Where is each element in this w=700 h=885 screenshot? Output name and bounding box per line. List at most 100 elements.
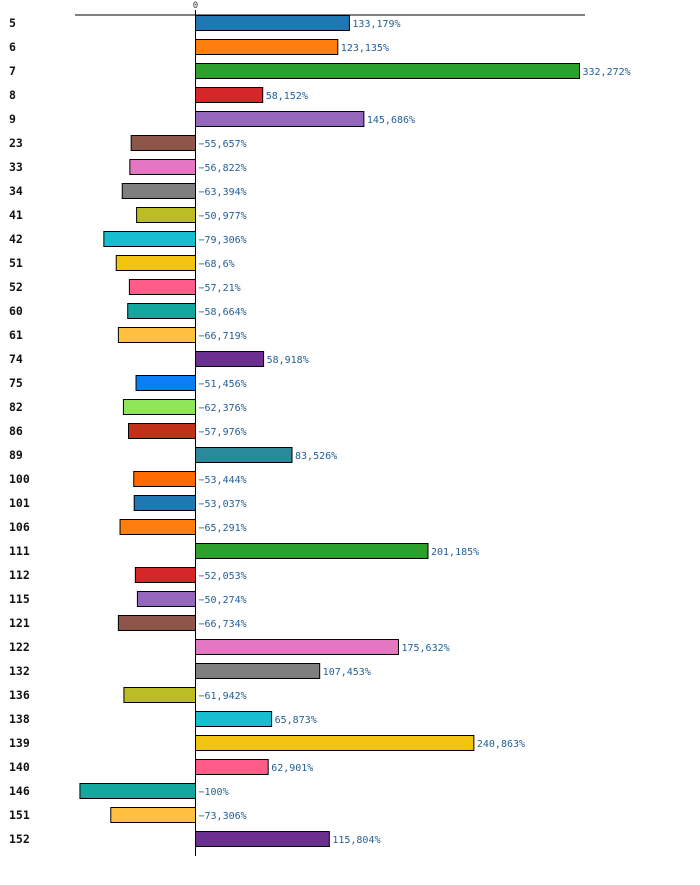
value-label: −53,037% (199, 499, 247, 510)
category-label: 75 (9, 376, 23, 390)
value-label: −58,664% (199, 307, 247, 318)
bar (122, 399, 196, 415)
category-label: 132 (9, 664, 30, 678)
value-label: 201,185% (431, 547, 479, 558)
bar (123, 687, 196, 703)
category-label: 5 (9, 16, 16, 30)
value-label: −55,657% (199, 139, 247, 150)
bar (195, 543, 429, 559)
bar (134, 567, 196, 583)
category-label: 34 (9, 184, 23, 198)
bar (133, 471, 196, 487)
value-label: −63,394% (199, 187, 247, 198)
bar (195, 735, 475, 751)
value-label: −57,21% (199, 283, 241, 294)
value-label: −61,942% (199, 691, 247, 702)
category-label: 74 (9, 352, 23, 366)
value-label: 107,453% (323, 667, 371, 678)
category-label: 52 (9, 280, 23, 294)
value-label: −73,306% (199, 811, 247, 822)
category-label: 86 (9, 424, 23, 438)
bar (195, 63, 580, 79)
category-label: 136 (9, 688, 30, 702)
bar (117, 327, 196, 343)
value-label: 332,272% (583, 67, 631, 78)
bar (121, 183, 196, 199)
bar (195, 639, 399, 655)
bar (195, 663, 321, 679)
bar (110, 807, 196, 823)
bar (195, 711, 273, 727)
category-label: 100 (9, 472, 30, 486)
category-label: 89 (9, 448, 23, 462)
bar (136, 207, 196, 223)
value-label: −50,274% (199, 595, 247, 606)
bars-group: 5 133,179% 6 123,135% 7 332,272% 8 58,152% 9 145,… (9, 15, 631, 847)
category-label: 138 (9, 712, 30, 726)
value-label: 58,918% (267, 355, 309, 366)
value-label: −50,977% (199, 211, 247, 222)
bar (195, 759, 269, 775)
value-label: −51,456% (199, 379, 247, 390)
category-label: 115 (9, 592, 30, 606)
bar (135, 375, 196, 391)
category-label: 151 (9, 808, 30, 822)
value-label: 62,901% (271, 763, 313, 774)
category-label: 121 (9, 616, 30, 630)
value-label: −79,306% (199, 235, 247, 246)
value-label: 145,686% (367, 115, 415, 126)
category-label: 82 (9, 400, 23, 414)
value-label: −68,6% (199, 259, 235, 270)
bar (136, 591, 196, 607)
bar (128, 279, 196, 295)
value-label: 123,135% (341, 43, 389, 54)
value-label: 240,863% (477, 739, 525, 750)
value-label: −62,376% (199, 403, 247, 414)
value-label: −66,734% (199, 619, 247, 630)
category-label: 7 (9, 64, 16, 78)
category-label: 9 (9, 112, 16, 126)
bar (103, 231, 196, 247)
value-label: −53,444% (199, 475, 247, 486)
category-label: 42 (9, 232, 23, 246)
value-label: −52,053% (199, 571, 247, 582)
bar (79, 783, 196, 799)
value-label: −65,291% (199, 523, 247, 534)
category-label: 139 (9, 736, 30, 750)
bar (195, 447, 293, 463)
category-label: 23 (9, 136, 23, 150)
category-label: 140 (9, 760, 30, 774)
value-label: 115,804% (332, 835, 380, 846)
value-label: 65,873% (275, 715, 317, 726)
value-label: −66,719% (199, 331, 247, 342)
category-label: 146 (9, 784, 30, 798)
bar (195, 351, 265, 367)
bar (127, 303, 196, 319)
value-label: 133,179% (352, 19, 400, 30)
value-label: −57,976% (199, 427, 247, 438)
bar (117, 615, 196, 631)
bar (195, 15, 350, 31)
category-label: 61 (9, 328, 23, 342)
category-label: 51 (9, 256, 23, 270)
bar (133, 495, 197, 511)
category-label: 60 (9, 304, 23, 318)
bar (195, 831, 330, 847)
category-label: 111 (9, 544, 30, 558)
bar (115, 255, 196, 271)
value-label: −56,822% (199, 163, 247, 174)
category-label: 8 (9, 88, 16, 102)
bar (195, 111, 365, 127)
bar (130, 135, 196, 151)
category-label: 106 (9, 520, 30, 534)
value-label: 83,526% (295, 451, 337, 462)
category-label: 122 (9, 640, 30, 654)
value-label: 175,632% (401, 643, 449, 654)
category-label: 112 (9, 568, 30, 582)
bar (195, 87, 264, 103)
value-label: −100% (199, 787, 229, 798)
category-label: 41 (9, 208, 23, 222)
category-label: 33 (9, 160, 23, 174)
bar (119, 519, 196, 535)
